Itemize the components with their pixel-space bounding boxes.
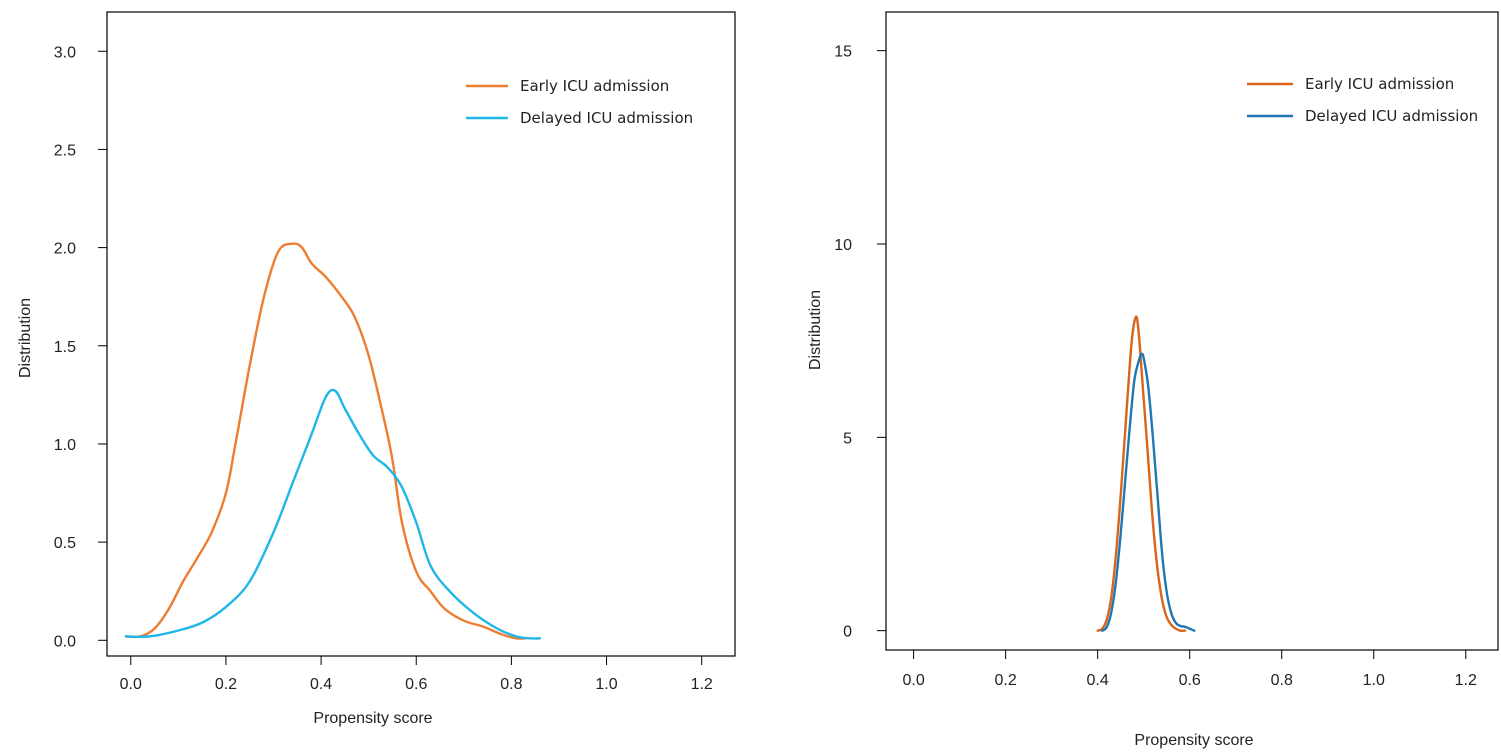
left-x-ticks: 0.0 0.2 0.4 0.6 0.8 1.0 1.2: [120, 656, 713, 693]
y-tick-label: 1.0: [54, 437, 76, 454]
x-tick-label: 0.0: [902, 672, 924, 689]
x-tick-label: 0.4: [1087, 672, 1109, 689]
right-legend: Early ICU admission Delayed ICU admissio…: [1247, 75, 1478, 125]
y-tick-label: 10: [834, 237, 852, 254]
left-series: [124, 242, 542, 640]
right-chart: 0 5 10 15 0.0 0.2 0.4 0.6 0.8 1.0 1.2 Early ICU a…: [807, 11, 1499, 749]
right-y-axis-label: Distribution: [807, 290, 824, 370]
left-x-axis-label: Propensity score: [313, 710, 432, 727]
y-tick-label: 2.5: [54, 142, 76, 159]
x-tick-label: 0.0: [120, 676, 142, 693]
y-tick-label: 0.5: [54, 535, 76, 552]
y-tick-label: 1.5: [54, 339, 76, 356]
legend-label-delayed: Delayed ICU admission: [520, 109, 693, 127]
y-tick-label: 0: [843, 624, 852, 641]
left-y-ticks: 0.0 0.5 1.0 1.5 2.0 2.5 3.0: [54, 44, 107, 650]
right-x-ticks: 0.0 0.2 0.4 0.6 0.8 1.0 1.2: [902, 650, 1477, 689]
y-tick-label: 3.0: [54, 44, 76, 61]
left-y-axis-label: Distribution: [17, 298, 34, 378]
y-tick-label: 2.0: [54, 241, 76, 258]
x-tick-label: 0.2: [215, 676, 237, 693]
x-tick-label: 0.6: [405, 676, 427, 693]
series-line-early: [124, 242, 527, 640]
x-tick-label: 1.0: [1363, 672, 1385, 689]
x-tick-label: 0.2: [995, 672, 1017, 689]
left-legend: Early ICU admission Delayed ICU admissio…: [466, 77, 693, 127]
right-y-ticks: 0 5 10 15: [834, 44, 886, 641]
y-tick-label: 15: [834, 44, 852, 61]
series-line-delayed: [1101, 352, 1196, 632]
x-tick-label: 1.0: [595, 676, 617, 693]
left-chart: 0.0 0.5 1.0 1.5 2.0 2.5 3.0 0.0 0.2 0.4 0.6 0.8 1.0…: [17, 11, 736, 727]
legend-label-delayed-right: Delayed ICU admission: [1305, 107, 1478, 125]
x-tick-label: 0.6: [1179, 672, 1201, 689]
x-tick-label: 0.4: [310, 676, 332, 693]
y-tick-label: 5: [843, 430, 852, 447]
right-series: [1096, 315, 1196, 633]
y-tick-label: 0.0: [54, 633, 76, 650]
series-line-early: [1096, 315, 1187, 633]
series-line-delayed: [124, 388, 542, 640]
legend-label-early-right: Early ICU admission: [1305, 75, 1454, 93]
x-tick-label: 0.8: [500, 676, 522, 693]
x-tick-label: 1.2: [1455, 672, 1477, 689]
x-tick-label: 0.8: [1271, 672, 1293, 689]
right-x-axis-label: Propensity score: [1134, 732, 1253, 749]
legend-label-early: Early ICU admission: [520, 77, 669, 95]
x-tick-label: 1.2: [691, 676, 713, 693]
